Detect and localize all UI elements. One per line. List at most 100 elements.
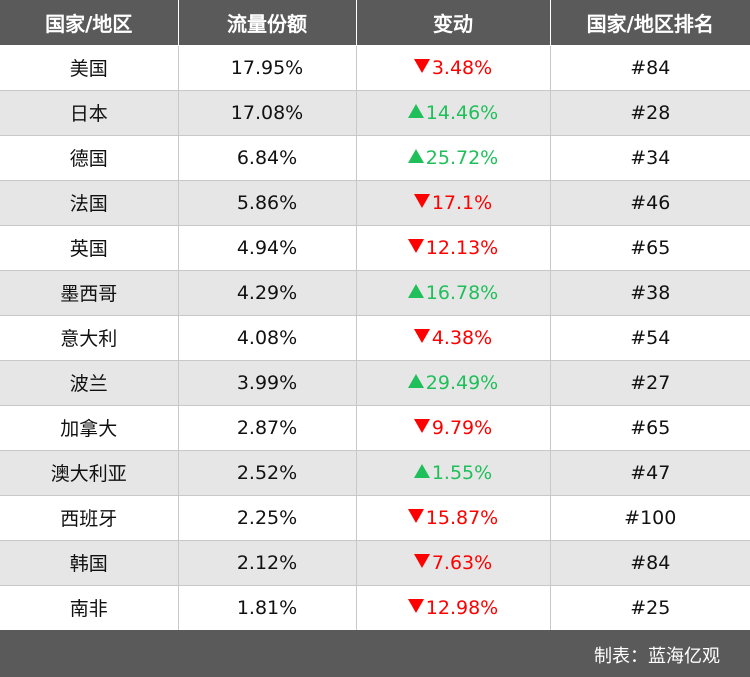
country-cell: 墨西哥: [0, 269, 179, 316]
country-cell: 德国: [0, 134, 179, 181]
change-cell: 4.38%: [355, 314, 551, 361]
change-value: 25.72%: [425, 146, 499, 169]
change-value: 1.55%: [431, 461, 493, 484]
change-cell: 12.98%: [355, 584, 551, 631]
table-row: 英国 4.94% 12.13% #65: [0, 224, 750, 271]
country-cell: 法国: [0, 179, 179, 226]
triangle-up-icon: [413, 464, 430, 478]
rank-cell: #27: [549, 359, 750, 406]
share-cell: 6.84%: [177, 134, 357, 181]
rank-cell: #38: [549, 269, 750, 316]
share-cell: 3.99%: [177, 359, 357, 406]
triangle-down-icon: [413, 554, 430, 568]
table-row: 日本 17.08% 14.46% #28: [0, 89, 750, 136]
table-row: 墨西哥 4.29% 16.78% #38: [0, 269, 750, 316]
change-cell: 17.1%: [355, 179, 551, 226]
share-cell: 2.12%: [177, 539, 357, 586]
country-cell: 南非: [0, 584, 179, 631]
rank-cell: #65: [549, 224, 750, 271]
share-cell: 2.25%: [177, 494, 357, 541]
change-cell: 7.63%: [355, 539, 551, 586]
change-value: 12.98%: [425, 596, 499, 619]
table-row: 美国 17.95% 3.48% #84: [0, 44, 750, 91]
country-cell: 澳大利亚: [0, 449, 179, 496]
table-row: 德国 6.84% 25.72% #34: [0, 134, 750, 181]
change-value: 12.13%: [425, 236, 499, 259]
footer-bar: 制表：蓝海亿观: [0, 630, 750, 677]
rank-cell: #34: [549, 134, 750, 181]
share-cell: 17.08%: [177, 89, 357, 136]
triangle-down-icon: [413, 329, 430, 343]
header-rank: 国家/地区排名: [549, 0, 750, 46]
change-cell: 25.72%: [355, 134, 551, 181]
change-cell: 9.79%: [355, 404, 551, 451]
triangle-down-icon: [407, 239, 424, 253]
triangle-down-icon: [407, 599, 424, 613]
rank-cell: #47: [549, 449, 750, 496]
triangle-down-icon: [413, 419, 430, 433]
share-cell: 4.29%: [177, 269, 357, 316]
change-value: 14.46%: [425, 101, 499, 124]
rank-cell: #25: [549, 584, 750, 631]
triangle-up-icon: [407, 104, 424, 118]
header-share: 流量份额: [177, 0, 357, 46]
country-cell: 西班牙: [0, 494, 179, 541]
change-cell: 15.87%: [355, 494, 551, 541]
share-cell: 17.95%: [177, 44, 357, 91]
rank-cell: #54: [549, 314, 750, 361]
header-row: 国家/地区 流量份额 变动 国家/地区排名: [0, 0, 750, 46]
rank-cell: #100: [549, 494, 750, 541]
credit-text: 制表：蓝海亿观: [594, 646, 720, 667]
table-row: 意大利 4.08% 4.38% #54: [0, 314, 750, 361]
header-change: 变动: [355, 0, 551, 46]
table-row: 波兰 3.99% 29.49% #27: [0, 359, 750, 406]
change-cell: 3.48%: [355, 44, 551, 91]
share-cell: 5.86%: [177, 179, 357, 226]
rank-cell: #84: [549, 44, 750, 91]
table-header: 国家/地区 流量份额 变动 国家/地区排名: [0, 0, 750, 46]
share-cell: 1.81%: [177, 584, 357, 631]
change-value: 15.87%: [425, 506, 499, 529]
country-cell: 美国: [0, 44, 179, 91]
table-row: 韩国 2.12% 7.63% #84: [0, 539, 750, 586]
change-value: 3.48%: [431, 56, 493, 79]
table-row: 南非 1.81% 12.98% #25: [0, 584, 750, 631]
share-cell: 2.52%: [177, 449, 357, 496]
country-cell: 韩国: [0, 539, 179, 586]
country-cell: 意大利: [0, 314, 179, 361]
country-cell: 英国: [0, 224, 179, 271]
change-value: 16.78%: [425, 281, 499, 304]
rank-cell: #84: [549, 539, 750, 586]
traffic-share-table: 国家/地区 流量份额 变动 国家/地区排名 美国 17.95% 3.48% #84 日本…: [0, 0, 750, 631]
table-body: 美国 17.95% 3.48% #84 日本 17.08% 14.46% #28 德国 6.84%…: [0, 44, 750, 631]
country-cell: 波兰: [0, 359, 179, 406]
change-cell: 16.78%: [355, 269, 551, 316]
country-cell: 加拿大: [0, 404, 179, 451]
traffic-share-table-container: 国家/地区 流量份额 变动 国家/地区排名 美国 17.95% 3.48% #84 日本…: [0, 0, 750, 631]
change-cell: 29.49%: [355, 359, 551, 406]
triangle-up-icon: [407, 284, 424, 298]
change-value: 4.38%: [431, 326, 493, 349]
table-row: 法国 5.86% 17.1% #46: [0, 179, 750, 226]
change-cell: 12.13%: [355, 224, 551, 271]
share-cell: 4.94%: [177, 224, 357, 271]
header-country: 国家/地区: [0, 0, 179, 46]
rank-cell: #46: [549, 179, 750, 226]
triangle-down-icon: [413, 194, 430, 208]
change-cell: 1.55%: [355, 449, 551, 496]
change-value: 9.79%: [431, 416, 493, 439]
country-cell: 日本: [0, 89, 179, 136]
triangle-up-icon: [407, 149, 424, 163]
share-cell: 2.87%: [177, 404, 357, 451]
table-row: 加拿大 2.87% 9.79% #65: [0, 404, 750, 451]
change-value: 17.1%: [431, 191, 493, 214]
share-cell: 4.08%: [177, 314, 357, 361]
rank-cell: #28: [549, 89, 750, 136]
triangle-up-icon: [407, 374, 424, 388]
change-cell: 14.46%: [355, 89, 551, 136]
change-value: 7.63%: [431, 551, 493, 574]
triangle-down-icon: [407, 509, 424, 523]
table-row: 澳大利亚 2.52% 1.55% #47: [0, 449, 750, 496]
triangle-down-icon: [413, 59, 430, 73]
rank-cell: #65: [549, 404, 750, 451]
